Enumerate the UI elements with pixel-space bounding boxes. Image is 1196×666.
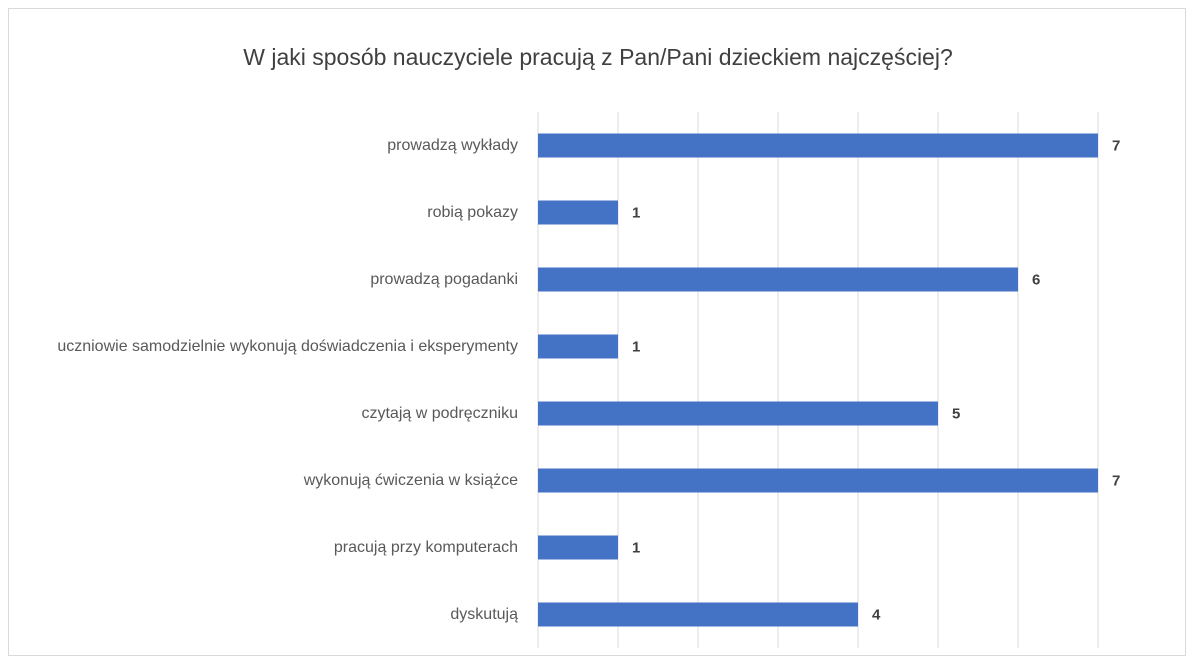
data-label: 7 [1112, 472, 1121, 489]
y-tick-label: wykonują ćwiczenia w książce [20, 447, 518, 514]
data-label: 5 [952, 405, 961, 422]
category-label: prowadzą pogadanki [370, 270, 518, 288]
y-tick-label: prowadzą pogadanki [20, 246, 518, 313]
category-label: uczniowie samodzielnie wykonują doświadc… [57, 337, 518, 355]
bar [538, 334, 618, 359]
bar [538, 267, 1018, 292]
data-label: 4 [872, 606, 881, 623]
category-label: czytają w podręczniku [361, 404, 518, 422]
category-label: wykonują ćwiczenia w książce [303, 471, 518, 489]
bar [538, 468, 1098, 493]
category-label: prowadzą wykłady [387, 136, 518, 154]
y-tick-label: dyskutują [20, 581, 518, 648]
data-label: 6 [1032, 271, 1041, 288]
y-tick-label: czytają w podręczniku [20, 380, 518, 447]
data-label: 1 [632, 204, 641, 221]
chart-frame [8, 8, 1186, 656]
bar [538, 401, 938, 426]
y-tick-label: robią pokazy [20, 179, 518, 246]
category-label: dyskutują [450, 605, 518, 623]
data-label: 1 [632, 338, 641, 355]
data-label: 7 [1112, 137, 1121, 154]
bar [538, 602, 858, 627]
y-tick-label: prowadzą wykłady [20, 112, 518, 179]
y-tick-label: uczniowie samodzielnie wykonują doświadc… [20, 313, 518, 380]
category-label: robią pokazy [427, 203, 518, 221]
category-label: pracują przy komputerach [333, 538, 518, 556]
bar [538, 200, 618, 225]
chart-title: W jaki sposób nauczyciele pracują z Pan/… [243, 44, 953, 70]
bar [538, 535, 618, 560]
y-tick-label: pracują przy komputerach [20, 514, 518, 581]
bar [538, 133, 1098, 158]
data-label: 1 [632, 539, 641, 556]
